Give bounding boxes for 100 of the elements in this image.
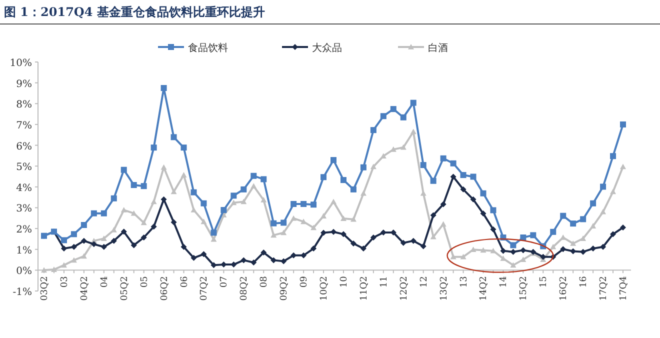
point — [420, 243, 426, 250]
point — [340, 177, 346, 184]
point — [320, 174, 327, 180]
point — [280, 258, 287, 264]
point — [210, 236, 217, 242]
point — [220, 207, 227, 214]
point — [330, 157, 336, 164]
point — [620, 164, 626, 170]
point — [150, 224, 157, 230]
point — [200, 200, 207, 206]
x-tick-label: 10 — [339, 276, 350, 288]
point — [250, 259, 257, 266]
point — [350, 240, 356, 247]
point — [120, 207, 127, 212]
x-tick-label: 08Q2 — [240, 276, 250, 301]
x-tick-label: 05Q2 — [120, 276, 130, 301]
point — [470, 174, 476, 180]
point — [130, 242, 137, 248]
x-tick-label: 08 — [260, 276, 270, 288]
point — [230, 200, 237, 206]
x-tick-label: 09 — [300, 276, 310, 288]
point — [140, 183, 147, 190]
point — [110, 238, 117, 244]
point — [100, 210, 107, 216]
point — [70, 231, 77, 238]
point — [270, 220, 277, 226]
point — [560, 246, 566, 252]
x-tick-label: 03 — [60, 276, 70, 288]
point — [470, 196, 476, 202]
point — [450, 174, 456, 180]
point — [180, 244, 187, 250]
y-tick-label: 6% — [16, 141, 32, 152]
point — [140, 220, 147, 226]
point — [410, 100, 416, 106]
point — [290, 200, 297, 207]
point — [580, 236, 586, 241]
point — [460, 254, 466, 260]
point — [50, 266, 57, 272]
point — [480, 210, 486, 217]
point — [120, 166, 127, 173]
point — [420, 162, 426, 168]
point — [60, 262, 67, 268]
x-tick-label: 16 — [579, 276, 590, 288]
point — [610, 153, 616, 160]
point — [80, 253, 87, 259]
x-tick-label: 13 — [459, 276, 470, 288]
y-tick-label: 0% — [16, 266, 32, 278]
point — [520, 247, 526, 254]
point — [340, 231, 346, 238]
point — [610, 231, 616, 238]
point — [180, 144, 187, 151]
point — [460, 186, 466, 192]
point — [80, 222, 87, 228]
point — [410, 128, 416, 134]
point — [510, 262, 516, 268]
point — [240, 257, 247, 264]
point — [370, 234, 376, 240]
point — [250, 172, 257, 179]
point — [510, 248, 516, 255]
point — [560, 212, 566, 219]
x-tick-label: 12Q2 — [399, 276, 410, 301]
x-tick-label: 10Q2 — [320, 276, 330, 301]
point — [60, 246, 67, 252]
point — [190, 207, 197, 212]
point — [60, 237, 67, 244]
point — [260, 176, 267, 182]
legend-label: 白酒 — [428, 42, 448, 54]
point — [170, 219, 177, 226]
point — [200, 251, 207, 258]
point — [150, 144, 157, 151]
point — [300, 252, 307, 258]
point — [140, 234, 147, 240]
point — [400, 240, 406, 246]
point — [490, 207, 496, 214]
point — [280, 220, 287, 226]
point — [620, 224, 626, 231]
point — [130, 182, 137, 188]
point — [520, 234, 526, 240]
x-tick-label: 15Q2 — [519, 276, 530, 301]
point — [170, 188, 177, 194]
x-tick-label: 09Q2 — [280, 276, 290, 301]
point — [310, 224, 317, 230]
x-tick-label: 04Q2 — [80, 276, 90, 301]
point — [80, 238, 87, 244]
point — [200, 218, 207, 224]
x-tick-label: 06Q2 — [160, 276, 170, 301]
point — [370, 164, 376, 170]
point — [550, 244, 556, 250]
y-tick-label: 10% — [10, 58, 32, 69]
point — [380, 113, 386, 120]
x-tick-label: 11Q2 — [359, 276, 370, 301]
point — [460, 172, 466, 178]
x-tick-label: 07 — [220, 276, 230, 288]
point — [41, 267, 47, 273]
y-tick-label: 5% — [16, 162, 32, 174]
point — [310, 202, 317, 208]
point — [360, 164, 366, 170]
point — [570, 220, 576, 227]
point — [330, 198, 336, 204]
point — [450, 160, 456, 166]
